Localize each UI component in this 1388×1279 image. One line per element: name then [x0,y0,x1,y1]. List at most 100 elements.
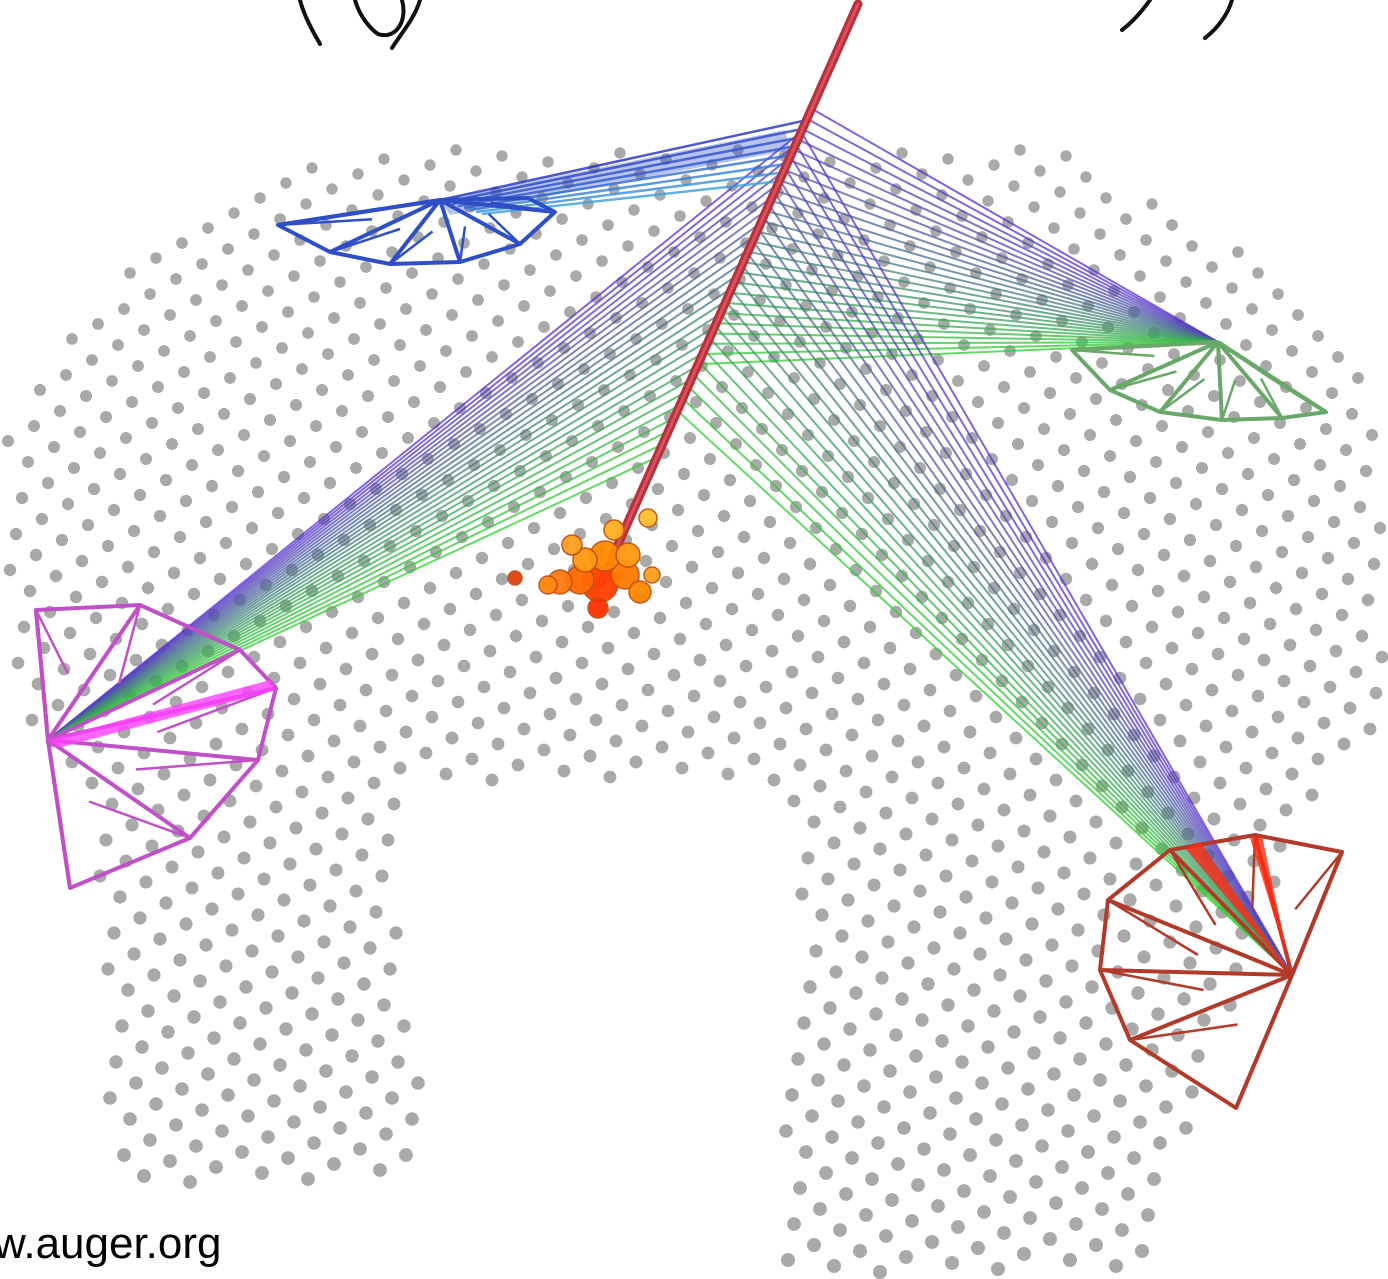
detector-station [181,1046,195,1060]
detector-station [60,369,72,381]
detector-station [275,764,289,778]
detector-station [494,444,506,456]
detector-station [155,1061,169,1075]
detector-station [251,908,265,922]
detector-station [1251,689,1265,703]
detector-station [622,240,634,252]
beam-line [445,127,803,204]
detector-station [17,620,31,634]
detector-station [374,318,386,330]
detector-station [1023,788,1037,802]
detector-station [299,620,313,634]
detector-station [121,983,135,997]
detector-station [977,782,991,796]
detector-station [393,761,407,775]
detector-station [1023,1211,1037,1225]
detector-station [693,653,707,667]
detector-station [239,980,253,994]
beam-line [784,167,1293,976]
detector-station [213,995,227,1009]
detector-station [133,911,147,925]
beam-line [469,162,788,212]
detector-station [1249,560,1263,574]
detector-station [1070,372,1082,384]
detector-station [1133,692,1147,706]
detector-station [793,758,807,772]
detector-station [2,435,14,447]
detector-station [1326,387,1338,399]
detector-station [296,363,308,375]
detector-station [1253,818,1267,832]
detector-station [547,542,561,556]
detector-station [221,1088,235,1102]
detector-station [379,1127,393,1141]
beam-line [795,143,1293,976]
detector-station [1017,824,1031,838]
detector-station [877,677,891,691]
detector-station [673,632,687,646]
detector-station [699,617,713,631]
detector-station [373,1163,387,1177]
detector-station [297,491,311,505]
detector-station [74,426,86,438]
detector-station [909,626,923,640]
detector-station [139,875,153,889]
detector-station [1141,1208,1155,1222]
detector-station [237,851,251,865]
detector-station [999,932,1013,946]
detector-station [791,1052,805,1066]
detector-station [1054,186,1066,198]
detector-station [472,294,484,306]
detector-station [787,794,801,808]
detector-station [183,1175,197,1189]
detector-station [684,432,696,444]
detector-station [313,1100,327,1114]
detector-station [1123,893,1137,907]
detector-station [529,650,543,664]
detector-station [209,737,223,751]
detector-station [873,842,887,856]
detector-station [204,351,216,363]
detector-station [83,647,97,661]
detector-station [1169,899,1183,913]
detector-station [209,1160,223,1174]
detector-station [394,339,406,351]
detector-station [877,1100,891,1114]
beam-line [475,171,784,214]
detector-station [411,653,425,667]
detector-station [405,689,419,703]
triggered-station [628,580,652,604]
detector-station [461,494,475,508]
detector-station [362,390,374,402]
detector-station [1139,656,1153,670]
detector-station [1200,297,1212,309]
detector-station [1059,995,1073,1009]
detector-station [112,339,124,351]
detector-station [995,1097,1009,1111]
detector-station [313,677,327,691]
detector-station [113,467,127,481]
detector-station [943,1127,957,1141]
detector-station [1140,234,1152,246]
detector-station [549,671,563,685]
shower-axis [595,0,863,590]
detector-station [290,399,302,411]
detector-station [291,950,305,964]
detector-station [322,348,334,360]
detector-station [911,755,925,769]
detector-station [113,890,127,904]
detector-station [555,635,569,649]
detector-station [23,584,37,598]
detector-station [957,761,971,775]
detector-station [337,956,351,970]
detector-station [284,435,296,447]
detector-station [1169,476,1183,490]
detector-station [1252,267,1264,279]
detector-station [1176,441,1188,453]
detector-station [869,584,883,598]
detector-station [1049,773,1063,787]
detector-station [289,821,303,835]
detector-station [722,345,734,357]
detector-station [118,303,130,315]
detector-station [1233,797,1247,811]
